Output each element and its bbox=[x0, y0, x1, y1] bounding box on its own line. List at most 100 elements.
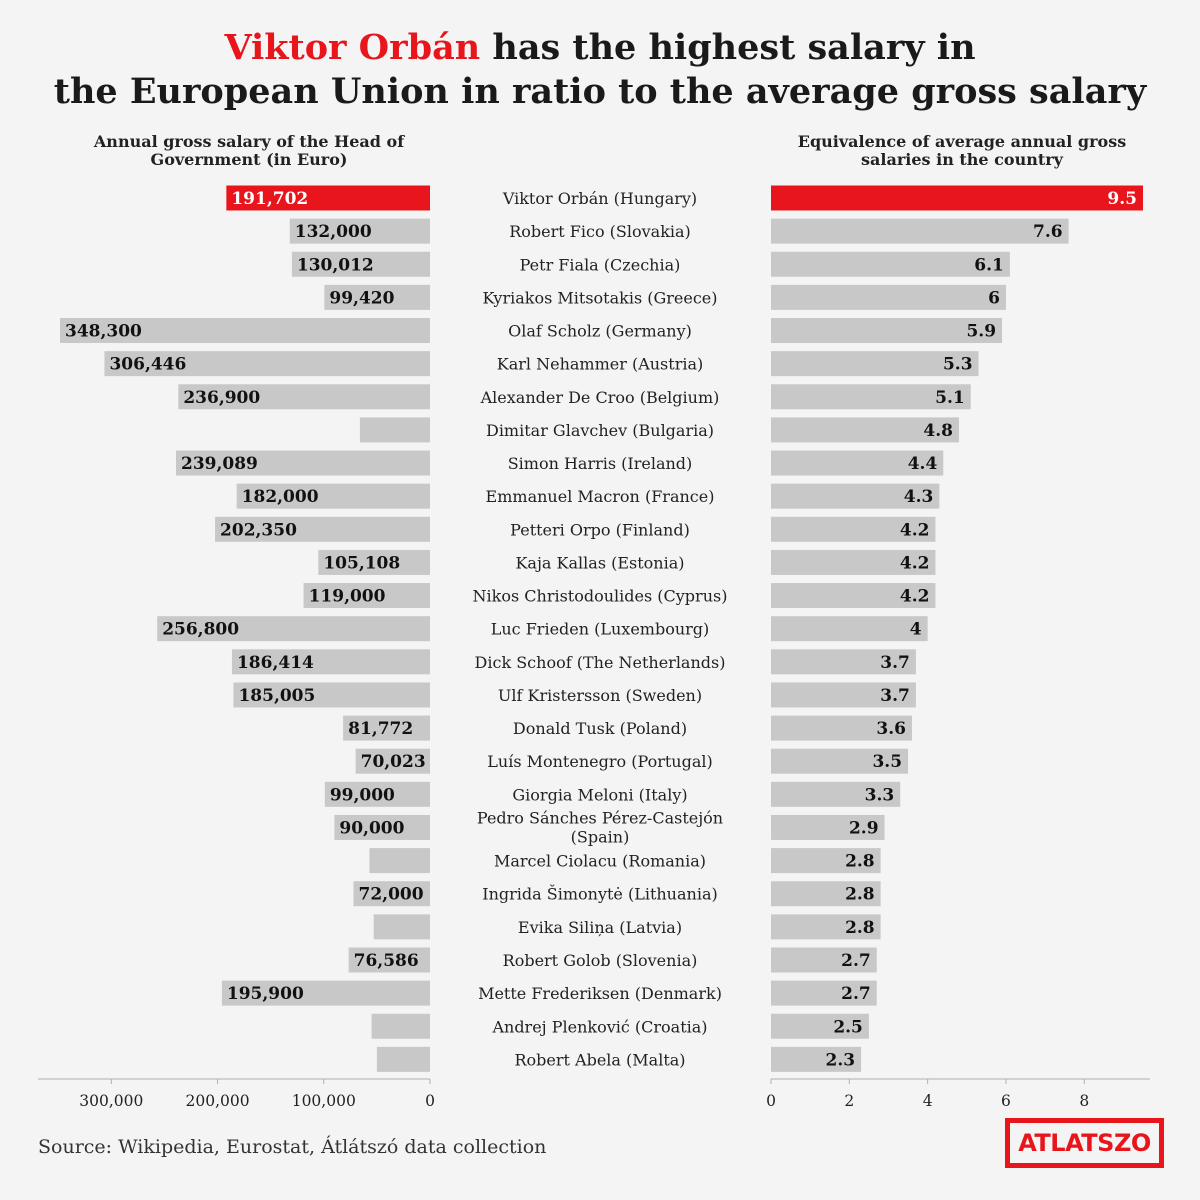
left-bar-value-label: 202,350 bbox=[220, 520, 297, 540]
right-x-tick-label: 0 bbox=[766, 1092, 776, 1110]
left-bar-value-label: 99,000 bbox=[330, 785, 395, 805]
right-bar-value-label: 2.8 bbox=[845, 885, 875, 905]
right-bar-value-label: 2.7 bbox=[841, 984, 871, 1004]
right-x-tick-label: 2 bbox=[844, 1092, 854, 1110]
left-bar bbox=[353, 881, 430, 907]
left-bar-value-label: 76,586 bbox=[354, 951, 419, 971]
right-bar-value-label: 2.8 bbox=[845, 918, 875, 938]
left-bar bbox=[303, 583, 430, 609]
category-label: Emmanuel Macron (France) bbox=[486, 487, 715, 506]
right-bar bbox=[771, 814, 885, 840]
left-bar bbox=[60, 318, 430, 344]
right-bar-value-label: 4 bbox=[910, 620, 922, 640]
left-bar-value-label: 195,900 bbox=[227, 984, 304, 1004]
left-bar bbox=[215, 516, 430, 542]
left-bar-value-label: 119,000 bbox=[309, 587, 386, 607]
left-bar bbox=[236, 483, 430, 509]
right-bar bbox=[771, 914, 881, 940]
right-bar bbox=[771, 748, 909, 774]
left-bar-value-label: 239,089 bbox=[181, 454, 258, 474]
left-x-tick-label: 300,000 bbox=[79, 1092, 143, 1110]
right-bar bbox=[771, 516, 936, 542]
right-bar-value-label: 9.5 bbox=[1107, 189, 1137, 209]
left-bar bbox=[371, 1013, 430, 1039]
left-bar-value-label: 130,012 bbox=[297, 255, 374, 275]
right-bar bbox=[771, 1013, 869, 1039]
left-bar-value-label: 256,800 bbox=[162, 620, 239, 640]
category-label: Kyriakos Mitsotakis (Greece) bbox=[482, 288, 717, 307]
left-bar bbox=[355, 748, 430, 774]
right-bar bbox=[771, 781, 901, 807]
left-bar bbox=[176, 450, 430, 476]
right-bar-value-label: 4.3 bbox=[904, 487, 934, 507]
left-bar bbox=[324, 781, 430, 807]
atlatszo-logo: ATLATSZO bbox=[1005, 1118, 1164, 1168]
right-bar-value-label: 2.9 bbox=[849, 818, 879, 838]
left-bar-value-label: 132,000 bbox=[295, 222, 372, 242]
left-bar bbox=[289, 218, 430, 244]
category-label: Viktor Orbán (Hungary) bbox=[502, 189, 697, 208]
right-bar bbox=[771, 980, 877, 1006]
left-bar bbox=[376, 1046, 430, 1072]
left-bar-value-label: 191,702 bbox=[231, 189, 308, 209]
category-label: Andrej Plenković (Croatia) bbox=[491, 1017, 707, 1036]
right-bar bbox=[771, 251, 1010, 277]
left-bar bbox=[369, 848, 430, 874]
right-bar bbox=[771, 417, 959, 443]
category-label: Marcel Ciolacu (Romania) bbox=[494, 852, 706, 871]
right-bar-value-label: 2.8 bbox=[845, 852, 875, 872]
left-x-tick-label: 0 bbox=[425, 1092, 435, 1110]
right-bar-value-label: 4.2 bbox=[900, 553, 930, 573]
right-bar-value-label: 6 bbox=[988, 288, 1000, 308]
left-bar-value-label: 182,000 bbox=[242, 487, 319, 507]
right-bar bbox=[771, 218, 1069, 244]
left-bar bbox=[104, 351, 431, 377]
right-x-tick-label: 8 bbox=[1079, 1092, 1089, 1110]
category-label: Ingrida Šimonytė (Lithuania) bbox=[482, 884, 717, 904]
left-x-tick-label: 200,000 bbox=[185, 1092, 249, 1110]
category-label: Mette Frederiksen (Denmark) bbox=[478, 984, 722, 1003]
right-bar-value-label: 2.7 bbox=[841, 951, 871, 971]
logo-text: ATLATSZO bbox=[1018, 1129, 1151, 1157]
category-label: Giorgia Meloni (Italy) bbox=[512, 785, 687, 804]
left-bar-value-label: 90,000 bbox=[339, 818, 404, 838]
right-x-tick-label: 4 bbox=[923, 1092, 933, 1110]
left-bar-value-label: 99,420 bbox=[329, 288, 394, 308]
category-label: Petteri Orpo (Finland) bbox=[510, 520, 690, 539]
right-bar bbox=[771, 483, 940, 509]
left-bar-value-label: 185,005 bbox=[238, 686, 315, 706]
right-bar bbox=[771, 450, 944, 476]
right-bar-value-label: 4.8 bbox=[923, 421, 953, 441]
right-bar-value-label: 5.3 bbox=[943, 355, 973, 375]
category-label: Petr Fiala (Czechia) bbox=[520, 255, 681, 274]
right-bar-value-label: 5.9 bbox=[966, 322, 996, 342]
category-label: Luc Frieden (Luxembourg) bbox=[491, 620, 710, 639]
right-bar bbox=[771, 284, 1006, 310]
category-label: Donald Tusk (Poland) bbox=[513, 719, 687, 738]
right-bar bbox=[771, 384, 971, 410]
right-bar-value-label: 3.5 bbox=[872, 752, 902, 772]
left-bar bbox=[157, 616, 430, 642]
category-label: Olaf Scholz (Germany) bbox=[508, 322, 692, 341]
category-label: Dick Schoof (The Netherlands) bbox=[475, 653, 726, 672]
left-bar bbox=[221, 980, 430, 1006]
right-chart-subtitle: Equivalence of average annual gross sala… bbox=[797, 132, 1127, 169]
right-bar bbox=[771, 1046, 862, 1072]
category-label: Robert Fico (Slovakia) bbox=[509, 222, 691, 241]
right-bar bbox=[771, 947, 877, 973]
category-label: Luís Montenegro (Portugal) bbox=[487, 752, 712, 771]
left-bar bbox=[348, 947, 430, 973]
category-label: Robert Abela (Malta) bbox=[514, 1050, 685, 1069]
chart-title: Viktor Orbán has the highest salary in t… bbox=[0, 26, 1200, 114]
right-bar bbox=[771, 881, 881, 907]
category-label: Karl Nehammer (Austria) bbox=[497, 355, 704, 374]
category-label: Dimitar Glavchev (Bulgaria) bbox=[486, 421, 714, 440]
right-bar-value-label: 6.1 bbox=[974, 255, 1004, 275]
right-bar bbox=[771, 848, 881, 874]
left-bar bbox=[318, 549, 430, 575]
right-bar bbox=[771, 549, 936, 575]
left-bar-value-label: 306,446 bbox=[109, 355, 186, 375]
left-bar-value-label: 236,900 bbox=[183, 388, 260, 408]
left-chart-subtitle: Annual gross salary of the Head of Gover… bbox=[93, 132, 405, 169]
category-label: (Spain) bbox=[571, 827, 630, 846]
